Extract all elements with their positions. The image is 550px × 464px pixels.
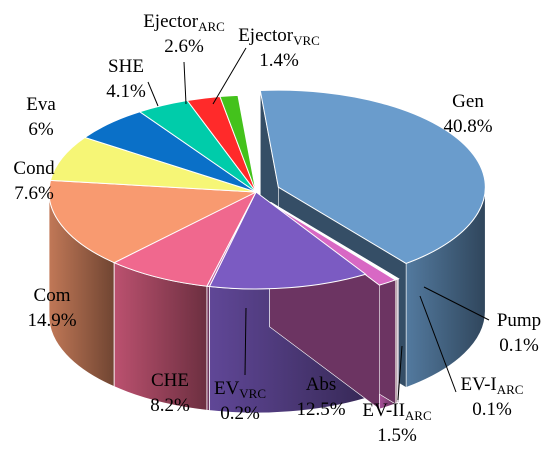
value-label-ejector-arc: 2.6% (164, 36, 204, 57)
slice-abs (208, 191, 367, 290)
label-subscript-ev-ii-arc: ARC (405, 408, 432, 423)
label-subscript-ejector-arc: ARC (198, 19, 225, 34)
label-name-pump: Pump (497, 310, 541, 331)
value-label-she: 4.1% (106, 81, 146, 102)
label-com: Com (34, 285, 71, 306)
leader-ejector-vrc (212, 47, 247, 105)
value-label-gen: 40.8% (443, 116, 492, 137)
label-pump: Pump (497, 310, 541, 331)
value-label-ejector-vrc: 1.4% (259, 50, 299, 71)
label-cond: Cond (13, 158, 55, 179)
leader-pump (423, 286, 490, 321)
leader-lines (147, 47, 490, 401)
pie-tops (48, 89, 486, 290)
label-gen: Gen (452, 91, 484, 112)
label-she: SHE (108, 56, 144, 77)
slice-ejector-vrc (219, 94, 257, 193)
label-subscript-ev-i-arc: ARC (497, 382, 524, 397)
label-name-eva: Eva (26, 94, 56, 115)
value-label-ev-i-arc: 0.1% (472, 399, 512, 420)
label-name-she: SHE (108, 56, 144, 77)
slice-che (113, 190, 258, 287)
label-name-ev-i-arc: EV-I (461, 374, 497, 395)
label-name-ev-ii-arc: EV-II (362, 400, 405, 421)
label-name-gen: Gen (452, 91, 484, 112)
value-label-che: 8.2% (150, 395, 190, 416)
value-label-cond: 7.6% (14, 183, 54, 204)
label-name-ejector-vrc: Ejector (238, 25, 294, 46)
slice-cond (49, 136, 257, 193)
label-subscript-ev-vrc: VRC (239, 386, 266, 401)
leader-ev-vrc (244, 307, 247, 376)
leader-ev-ii-arc (397, 345, 403, 401)
label-eva: Eva (26, 94, 56, 115)
label-name-ejector-arc: Ejector (143, 11, 199, 32)
slice-com (48, 179, 258, 264)
value-label-eva: 6% (28, 119, 54, 140)
label-name-cond: Cond (13, 158, 55, 179)
slice-labels: Gen40.8%Pump0.1%EV-IARC0.1%EV-IIARC1.5%A… (13, 11, 541, 446)
label-ev-vrc: EVVRC (214, 378, 266, 401)
value-label-abs: 12.5% (296, 399, 345, 420)
leader-she (147, 81, 159, 107)
leader-ejector-arc (183, 61, 187, 105)
label-ev-ii-arc: EV-IIARC (362, 400, 431, 423)
slice-gen (259, 89, 486, 265)
label-subscript-ejector-vrc: VRC (293, 33, 320, 48)
label-name-ev-vrc: EV (214, 378, 240, 399)
value-label-pump: 0.1% (499, 335, 539, 356)
label-abs: Abs (306, 374, 337, 395)
value-label-ev-ii-arc: 1.5% (377, 425, 417, 446)
slice-ev-ii-arc (269, 202, 397, 286)
label-ejector-vrc: EjectorVRC (238, 25, 320, 48)
label-ev-i-arc: EV-IARC (461, 374, 524, 397)
label-name-abs: Abs (306, 374, 337, 395)
label-ejector-arc: EjectorARC (143, 11, 225, 34)
label-che: CHE (151, 370, 189, 391)
leader-ev-i-arc (419, 295, 457, 393)
label-name-che: CHE (151, 370, 189, 391)
value-label-ev-vrc: 0.2% (220, 403, 260, 424)
slice-ev-i-arc (270, 202, 399, 281)
value-label-com: 14.9% (27, 310, 76, 331)
label-name-com: Com (34, 285, 71, 306)
